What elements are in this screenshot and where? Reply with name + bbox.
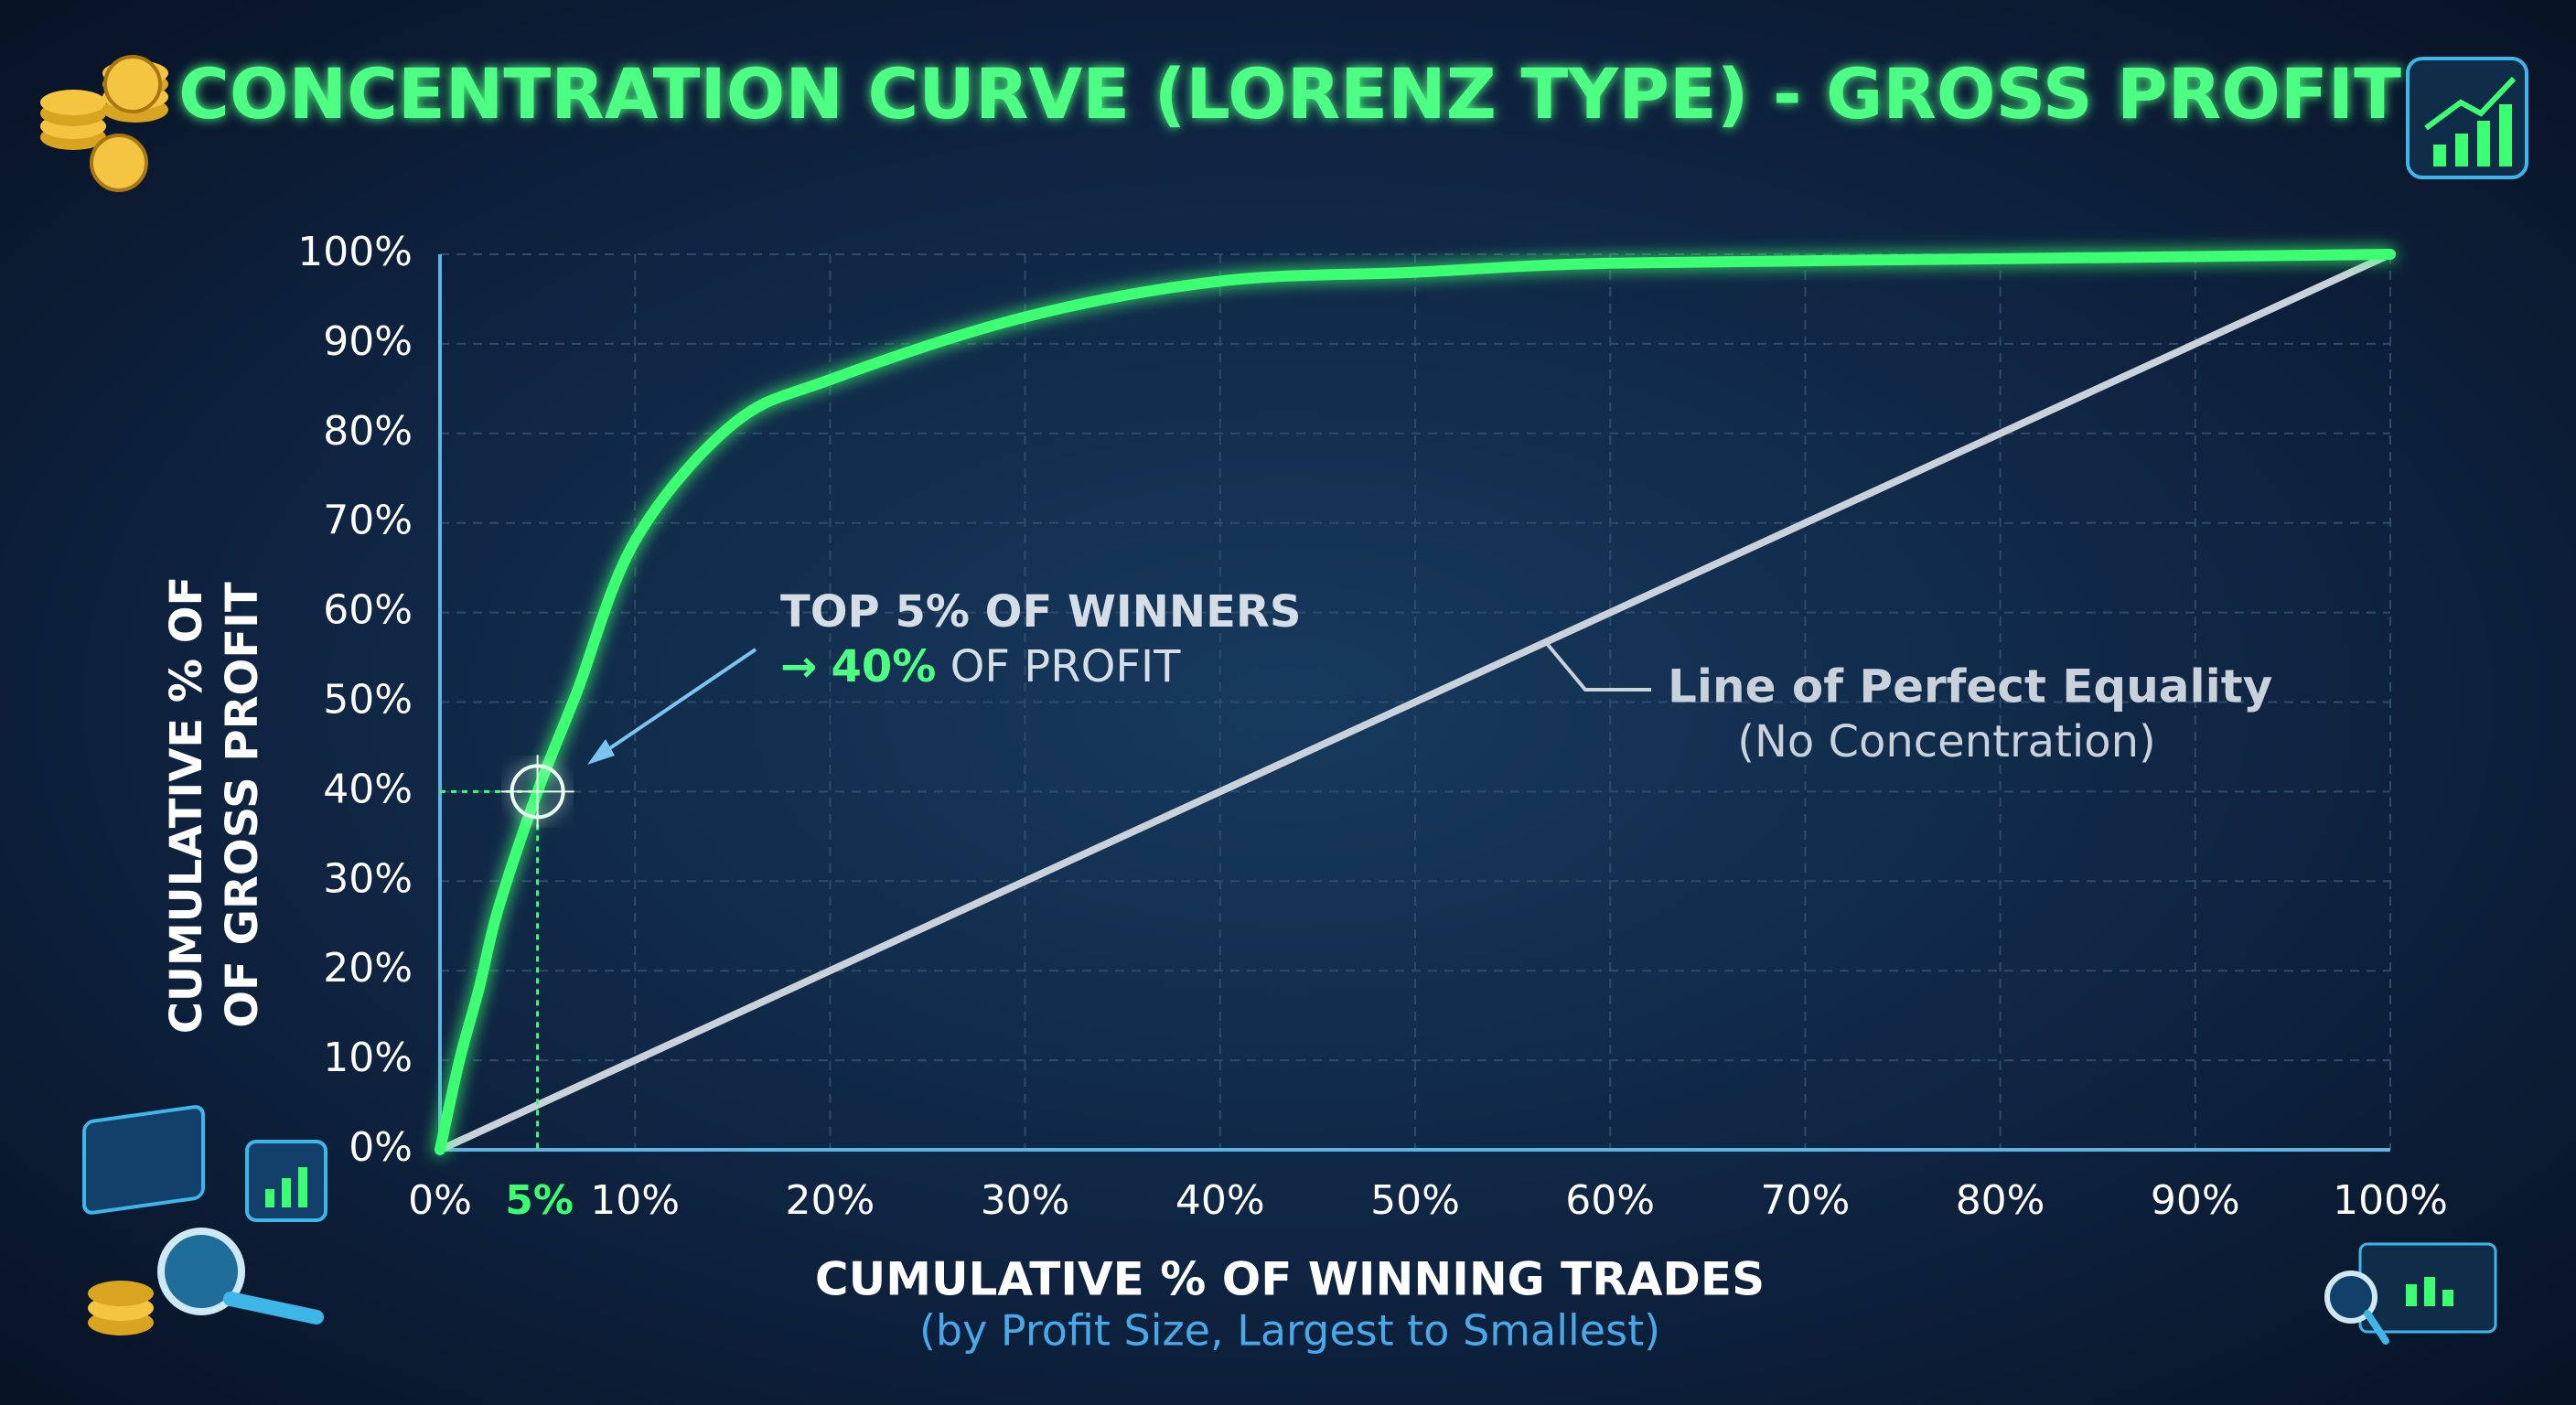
- x-tick-label: 10%: [590, 1177, 680, 1224]
- y-axis-title: CUMULATIVE % OF OF GROSS PROFIT: [161, 576, 268, 1035]
- analytics-icon: [82, 1105, 327, 1335]
- x-tick-label: 100%: [2333, 1177, 2448, 1224]
- plot-area: 0% 10% 20% 30% 40% 50% 60% 70% 80% 90% 100% 0% 10% 20…: [297, 229, 2448, 1224]
- annotation-text: OF PROFIT: [950, 641, 1181, 692]
- y-axis-title-line: CUMULATIVE % OF: [161, 576, 212, 1035]
- report-icon: [2324, 1242, 2497, 1345]
- x-tick-label: 20%: [786, 1177, 875, 1224]
- equality-label: Line of Perfect Equality: [1668, 660, 2272, 713]
- y-tick-label: 70%: [323, 498, 413, 544]
- y-tick-label: 30%: [323, 855, 413, 902]
- y-tick-label: 50%: [323, 677, 413, 724]
- y-tick-label: 60%: [323, 587, 413, 634]
- y-tick-label: 40%: [323, 766, 413, 812]
- annotation-arrow-head: [587, 739, 615, 765]
- x-tick-label: 70%: [1761, 1177, 1851, 1224]
- growth-icon: [2406, 57, 2528, 179]
- equality-leader: [1542, 638, 1651, 692]
- annotation-arrow-line: [595, 648, 757, 759]
- y-axis-title-line: OF GROSS PROFIT: [217, 582, 268, 1028]
- x-tick-label: 40%: [1175, 1177, 1265, 1224]
- x-tick-label: 80%: [1956, 1177, 2045, 1224]
- y-tick-label: 90%: [323, 318, 413, 365]
- equality-line: [436, 251, 2394, 1153]
- concentration-curve: [435, 249, 2396, 1155]
- x-tick-label: 90%: [2151, 1177, 2240, 1224]
- x-tick-label: 30%: [981, 1177, 1070, 1224]
- y-tick-label: 20%: [323, 945, 413, 992]
- annotation-highlight: 40%: [831, 641, 936, 692]
- x-tick-label: 60%: [1565, 1177, 1655, 1224]
- x-axis-note: (by Profit Size, Largest to Smallest): [919, 1306, 1660, 1356]
- y-tick-label: 80%: [323, 408, 413, 455]
- coins-icon: [40, 55, 168, 192]
- x-axis-title: CUMULATIVE % OF WINNING TRADES: [815, 1253, 1765, 1306]
- equality-note: (No Concentration): [1737, 716, 2156, 767]
- y-tick-label: 0%: [349, 1124, 413, 1171]
- annotation: TOP 5% OF WINNERS: [780, 586, 1301, 638]
- chart-title: CONCENTRATION CURVE (LORENZ TYPE) - GROS…: [178, 53, 2401, 134]
- y-tick-label: 100%: [297, 229, 413, 275]
- y-tick-label: 10%: [323, 1035, 413, 1081]
- x-tick-label: 0%: [408, 1177, 472, 1224]
- x-tick-label: 50%: [1370, 1177, 1460, 1224]
- annotation: → 40% OF PROFIT: [780, 641, 1181, 692]
- marker-x-label: 5%: [505, 1177, 574, 1224]
- annotation-arrow: →: [780, 641, 817, 692]
